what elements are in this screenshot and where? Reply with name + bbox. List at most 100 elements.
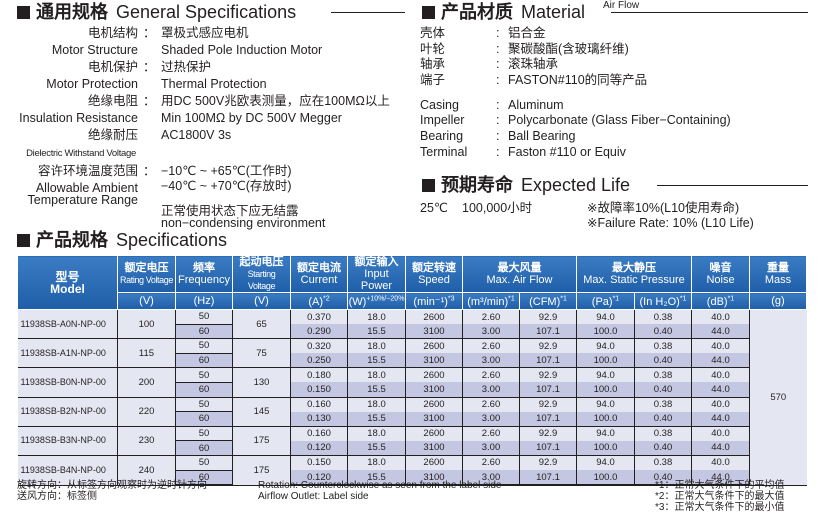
speed-cell: 2600 bbox=[405, 367, 463, 383]
noise-cell: 44.0 bbox=[691, 440, 750, 456]
input-power-cell: 15.5 bbox=[347, 324, 406, 340]
spec-label-zh: 电机保护 bbox=[87, 60, 138, 74]
spec-value-zh: 罩极式感应电机 bbox=[161, 26, 249, 40]
header-zh: 噪音 bbox=[709, 262, 732, 274]
pressure-inh2o-cell: 0.38 bbox=[634, 309, 692, 325]
frequency-cell: 60 bbox=[175, 324, 233, 340]
pressure-inh2o-cell: 0.38 bbox=[634, 426, 692, 441]
pressure-inh2o-cell: 0.40 bbox=[634, 324, 692, 340]
frequency-cell: 50 bbox=[175, 397, 233, 413]
spec-value-zh: 用DC 500V兆欧表测量，应在100MΩ以上 bbox=[161, 94, 390, 108]
material-label: Bearing bbox=[420, 129, 464, 143]
square-bullet-icon bbox=[422, 6, 435, 19]
header-en: Current bbox=[300, 274, 338, 286]
table-row: 60 0.120 15.5 3100 3.00 107.1 100.0 0.40 44.0 bbox=[18, 470, 807, 487]
material-label: Impeller bbox=[420, 113, 465, 127]
colon: ： bbox=[143, 94, 156, 108]
airflow-cfm-cell: 92.9 bbox=[519, 309, 577, 325]
pressure-inh2o-cell: 0.40 bbox=[634, 382, 692, 398]
condensing-note-en: non−condensing environment bbox=[161, 216, 326, 230]
speed-cell: 2600 bbox=[405, 338, 463, 354]
noise-cell: 40.0 bbox=[691, 338, 750, 354]
colon: : bbox=[496, 26, 500, 40]
footnote-1: *1：正常大气条件下的平均值 bbox=[655, 480, 785, 491]
unit-header: (dB)*1 bbox=[691, 292, 750, 310]
pressure-inh2o-cell: 0.40 bbox=[634, 411, 692, 427]
header-en: Rating Voltage bbox=[120, 275, 173, 285]
header-en: Model bbox=[50, 281, 85, 296]
column-header: 最大静压 Max. Static Pressure bbox=[576, 255, 692, 293]
airflow-m3-cell: 3.00 bbox=[462, 440, 520, 456]
footnote-2: *2：正常大气条件下的最大值 bbox=[655, 491, 785, 502]
header-en: Speed bbox=[418, 274, 450, 286]
life-note-en: ※Failure Rate: 10% (L10 Life) bbox=[587, 216, 754, 230]
speed-cell: 2600 bbox=[405, 309, 463, 325]
pressure-pa-cell: 94.0 bbox=[576, 426, 635, 441]
rating-voltage-cell: 220 bbox=[117, 397, 176, 427]
unit-label: (Hz) bbox=[193, 295, 215, 307]
model-cell: 11938SB-A1N-NP-00 bbox=[17, 338, 118, 369]
starting-voltage-cell: 65 bbox=[232, 309, 291, 340]
header-zh: 重量 bbox=[767, 262, 789, 274]
rotation-zh: 旋转方向：从标签方向观察时为逆时针方向 bbox=[17, 480, 207, 491]
input-power-cell: 15.5 bbox=[347, 470, 406, 487]
material-heading: 产品材质 Material bbox=[422, 1, 585, 23]
current-cell: 0.320 bbox=[290, 338, 348, 354]
rating-voltage-cell: 240 bbox=[117, 455, 176, 486]
material-label: 叶轮 bbox=[420, 42, 446, 56]
footnote-3: *3：正常大气条件下的最小值 bbox=[655, 502, 785, 513]
unit-label: (In H₂O)*1 bbox=[639, 295, 687, 309]
pressure-pa-cell: 100.0 bbox=[576, 324, 635, 340]
material-value: Faston #110 or Equiv bbox=[508, 145, 626, 159]
noise-cell: 44.0 bbox=[691, 353, 750, 369]
condensing-note-zh: 正常使用状态下应无结露 bbox=[161, 204, 299, 218]
model-cell: 11938SB-B0N-NP-00 bbox=[17, 367, 118, 398]
column-header: 额定转速 Speed bbox=[405, 255, 463, 293]
table-row: 11938SB-A0N-NP-00 100 50 65 0.370 18.0 2600 2.6… bbox=[17, 309, 807, 486]
starting-voltage-cell: 75 bbox=[232, 338, 291, 369]
material-label: Terminal bbox=[420, 145, 468, 159]
spec-value-en: Shaded Pole Induction Motor bbox=[161, 43, 323, 57]
material-value: Polycarbonate (Glass Fiber−Containing) bbox=[508, 113, 731, 127]
noise-cell: 44.0 bbox=[691, 324, 750, 340]
divider bbox=[657, 185, 808, 186]
table-row: 11938SB-A1N-NP-00 115 50 75 0.320 18.0 2600 2.6… bbox=[17, 338, 807, 369]
noise-cell: 40.0 bbox=[691, 426, 750, 441]
air-flow-fragment: Air Flow bbox=[603, 0, 640, 11]
noise-cell: 40.0 bbox=[691, 455, 750, 471]
airflow-zh: 送风方向：标签侧 bbox=[17, 491, 97, 502]
header-zh: 额定转速 bbox=[412, 262, 456, 274]
airflow-cfm-cell: 107.1 bbox=[519, 470, 577, 487]
airflow-m3-cell: 3.00 bbox=[462, 324, 520, 340]
table-row: 11938SB-B4N-NP-00 240 50 175 0.150 18.0 2600 2.… bbox=[17, 455, 807, 486]
material-value: Ball Bearing bbox=[508, 129, 576, 143]
spec-value-zh: 过热保护 bbox=[161, 60, 212, 74]
colon: ： bbox=[143, 60, 156, 74]
unit-label: (CFM)*1 bbox=[529, 295, 567, 309]
header-zh: 频率 bbox=[193, 262, 215, 274]
starting-voltage-cell: 175 bbox=[232, 455, 291, 486]
input-power-cell: 18.0 bbox=[347, 426, 406, 441]
frequency-cell: 60 bbox=[175, 353, 233, 369]
rotation-en: Rotation: Counterclockwise as seen from … bbox=[258, 480, 502, 491]
input-power-cell: 18.0 bbox=[347, 367, 406, 383]
airflow-m3-cell: 2.60 bbox=[462, 426, 520, 441]
header-en: Max. Air Flow bbox=[486, 274, 553, 286]
column-header: 额定电流 Current bbox=[290, 255, 348, 293]
unit-header: (W)+10%/−20% bbox=[347, 292, 406, 310]
column-header: 噪音 Noise bbox=[691, 255, 750, 293]
speed-cell: 2600 bbox=[405, 455, 463, 471]
starting-voltage-cell: 175 bbox=[232, 426, 291, 456]
spec-label-zh: 电机结构 bbox=[87, 26, 138, 40]
colon: : bbox=[496, 57, 500, 71]
current-cell: 0.120 bbox=[290, 470, 348, 487]
unit-label: (V) bbox=[139, 295, 154, 307]
material-label: 壳体 bbox=[420, 26, 446, 40]
frequency-cell: 50 bbox=[175, 426, 233, 442]
header-en: Noise bbox=[706, 274, 735, 286]
header-en: Mass bbox=[764, 274, 792, 286]
unit-header: (V) bbox=[232, 292, 291, 310]
airflow-cfm-cell: 107.1 bbox=[519, 324, 577, 340]
pressure-pa-cell: 100.0 bbox=[576, 411, 635, 427]
